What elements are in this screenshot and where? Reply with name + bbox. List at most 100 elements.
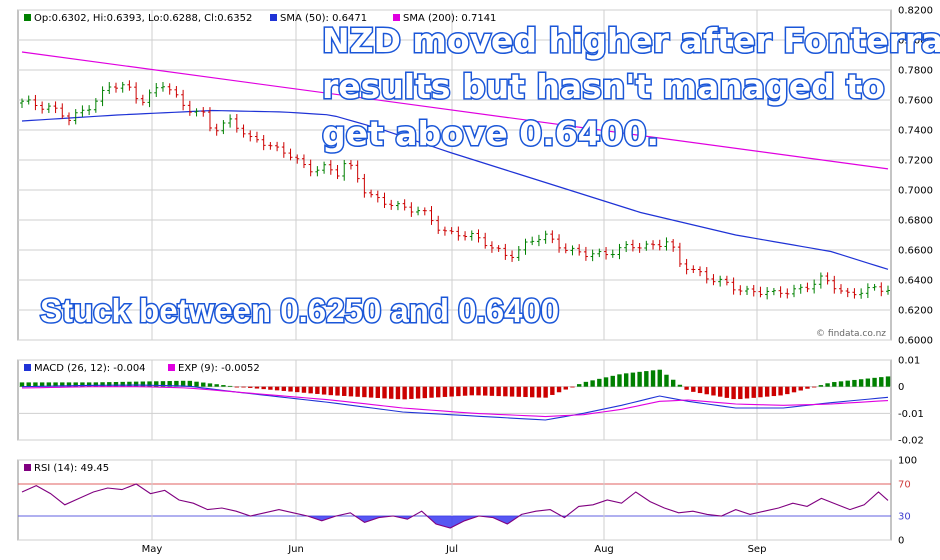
macd-histogram-bar xyxy=(744,386,750,399)
ohlc-bar xyxy=(812,279,817,294)
rsi-y-axis: 100 70 30 0 xyxy=(898,456,917,547)
ohlc-bar xyxy=(369,189,374,198)
ohlc-bar xyxy=(570,245,575,256)
ohlc-bar xyxy=(644,240,649,251)
price-y-tick-label: 0.8000 xyxy=(898,36,933,47)
ohlc-bar xyxy=(865,283,870,299)
ohlc-bar xyxy=(651,240,656,250)
ohlc-bar xyxy=(113,82,118,93)
macd-histogram-bar xyxy=(644,371,649,387)
macd-histogram-bar xyxy=(422,386,427,399)
ohlc-bar xyxy=(785,288,790,299)
ohlc-bar xyxy=(248,130,253,142)
ohlc-legend-swatch xyxy=(24,14,31,21)
ohlc-bar xyxy=(792,284,797,298)
ohlc-bar xyxy=(33,94,38,111)
ohlc-bar xyxy=(671,239,676,252)
ohlc-bar xyxy=(610,249,615,258)
ohlc-bar xyxy=(483,232,488,249)
macd-histogram-bar xyxy=(409,386,414,399)
ohlc-bar xyxy=(839,284,844,294)
macd-histogram-bar xyxy=(462,386,468,396)
macd-histogram-bar xyxy=(697,386,703,394)
ohlc-bar xyxy=(174,86,179,98)
ohlc-bar xyxy=(798,284,803,294)
ohlc-bar xyxy=(214,123,219,136)
macd-histogram-bar xyxy=(308,386,313,394)
ohlc-bar xyxy=(301,154,306,169)
macd-histogram-bar xyxy=(704,386,709,395)
ohlc-bar xyxy=(322,161,327,174)
ohlc-bar xyxy=(40,101,45,114)
ohlc-bar xyxy=(630,239,635,252)
macd-histogram-bar xyxy=(523,386,528,398)
ohlc-bar xyxy=(140,94,145,106)
rsi-y-tick-label: 100 xyxy=(898,456,917,467)
ohlc-bar xyxy=(825,272,830,285)
ohlc-bar xyxy=(315,166,320,177)
ohlc-bar xyxy=(147,89,152,108)
ohlc-bar xyxy=(26,95,31,105)
macd-histogram-bar xyxy=(872,377,877,387)
macd-histogram-bar xyxy=(758,386,763,398)
macd-histogram-bar xyxy=(556,386,562,393)
macd-histogram-bar xyxy=(442,386,448,397)
macd-histogram-bar xyxy=(315,386,320,394)
ohlc-bar xyxy=(879,282,884,297)
macd-histogram-bar xyxy=(80,382,85,387)
ohlc-bar xyxy=(530,236,535,246)
ohlc-bar xyxy=(724,275,729,286)
macd-histogram-bar xyxy=(449,386,454,397)
ohlc-bar xyxy=(87,105,92,115)
macd-histogram-bar xyxy=(167,381,172,387)
macd-histogram-bar xyxy=(187,380,193,387)
ohlc-bar xyxy=(624,241,629,253)
ohlc-bar xyxy=(389,199,394,210)
macd-histogram-bar xyxy=(576,384,582,387)
macd-y-tick-label: 0 xyxy=(898,382,904,393)
ohlc-bar xyxy=(127,80,132,91)
macd-histogram-bar xyxy=(234,386,240,388)
ohlc-bar xyxy=(335,164,340,180)
macd-histogram-bar xyxy=(348,386,354,397)
macd-histogram-bar xyxy=(429,386,434,398)
ohlc-bar xyxy=(355,160,360,183)
ohlc-bar xyxy=(543,230,548,244)
ohlc-bars xyxy=(20,80,890,300)
ohlc-bar xyxy=(228,114,233,128)
macd-histogram-bar xyxy=(543,386,548,398)
macd-histogram-bar xyxy=(657,369,662,387)
macd-panel: 0.01 0 -0.01 -0.02 MACD (26, 12): -0.004 EX… xyxy=(17,356,924,447)
macd-histogram-bar xyxy=(375,386,380,398)
rsi-y-tick-label: 30 xyxy=(898,512,911,523)
price-y-tick-label: 0.7400 xyxy=(898,126,933,137)
macd-histogram-bar xyxy=(86,382,92,387)
ohlc-bar xyxy=(382,192,387,208)
ohlc-bar xyxy=(93,98,98,113)
rsi-legend-swatch xyxy=(24,464,31,471)
ohlc-bar xyxy=(375,190,380,203)
macd-histogram-bar xyxy=(402,386,407,400)
macd-histogram-bar xyxy=(301,386,307,393)
macd-histogram-bar xyxy=(476,386,481,396)
sma200-legend-swatch xyxy=(393,14,400,21)
macd-histogram-bar xyxy=(113,381,119,387)
macd-histogram-bar xyxy=(483,386,488,396)
ohlc-bar xyxy=(510,250,515,262)
exp-legend-swatch xyxy=(168,364,175,371)
x-tick-label-sep: Sep xyxy=(748,544,767,555)
ohlc-bar xyxy=(288,148,293,161)
macd-histogram-bar xyxy=(771,386,777,397)
macd-histogram-bar xyxy=(133,381,139,387)
price-y-tick-label: 0.7000 xyxy=(898,186,933,197)
ohlc-bar xyxy=(60,103,65,119)
ohlc-bar xyxy=(604,247,609,260)
macd-histogram-bar xyxy=(751,386,756,398)
macd-histogram-bar xyxy=(684,386,689,390)
ohlc-bar xyxy=(563,243,568,254)
macd-histogram-bar xyxy=(677,384,683,387)
ohlc-bar xyxy=(46,102,51,113)
ohlc-bar xyxy=(107,82,112,94)
ohlc-bar xyxy=(637,242,642,253)
